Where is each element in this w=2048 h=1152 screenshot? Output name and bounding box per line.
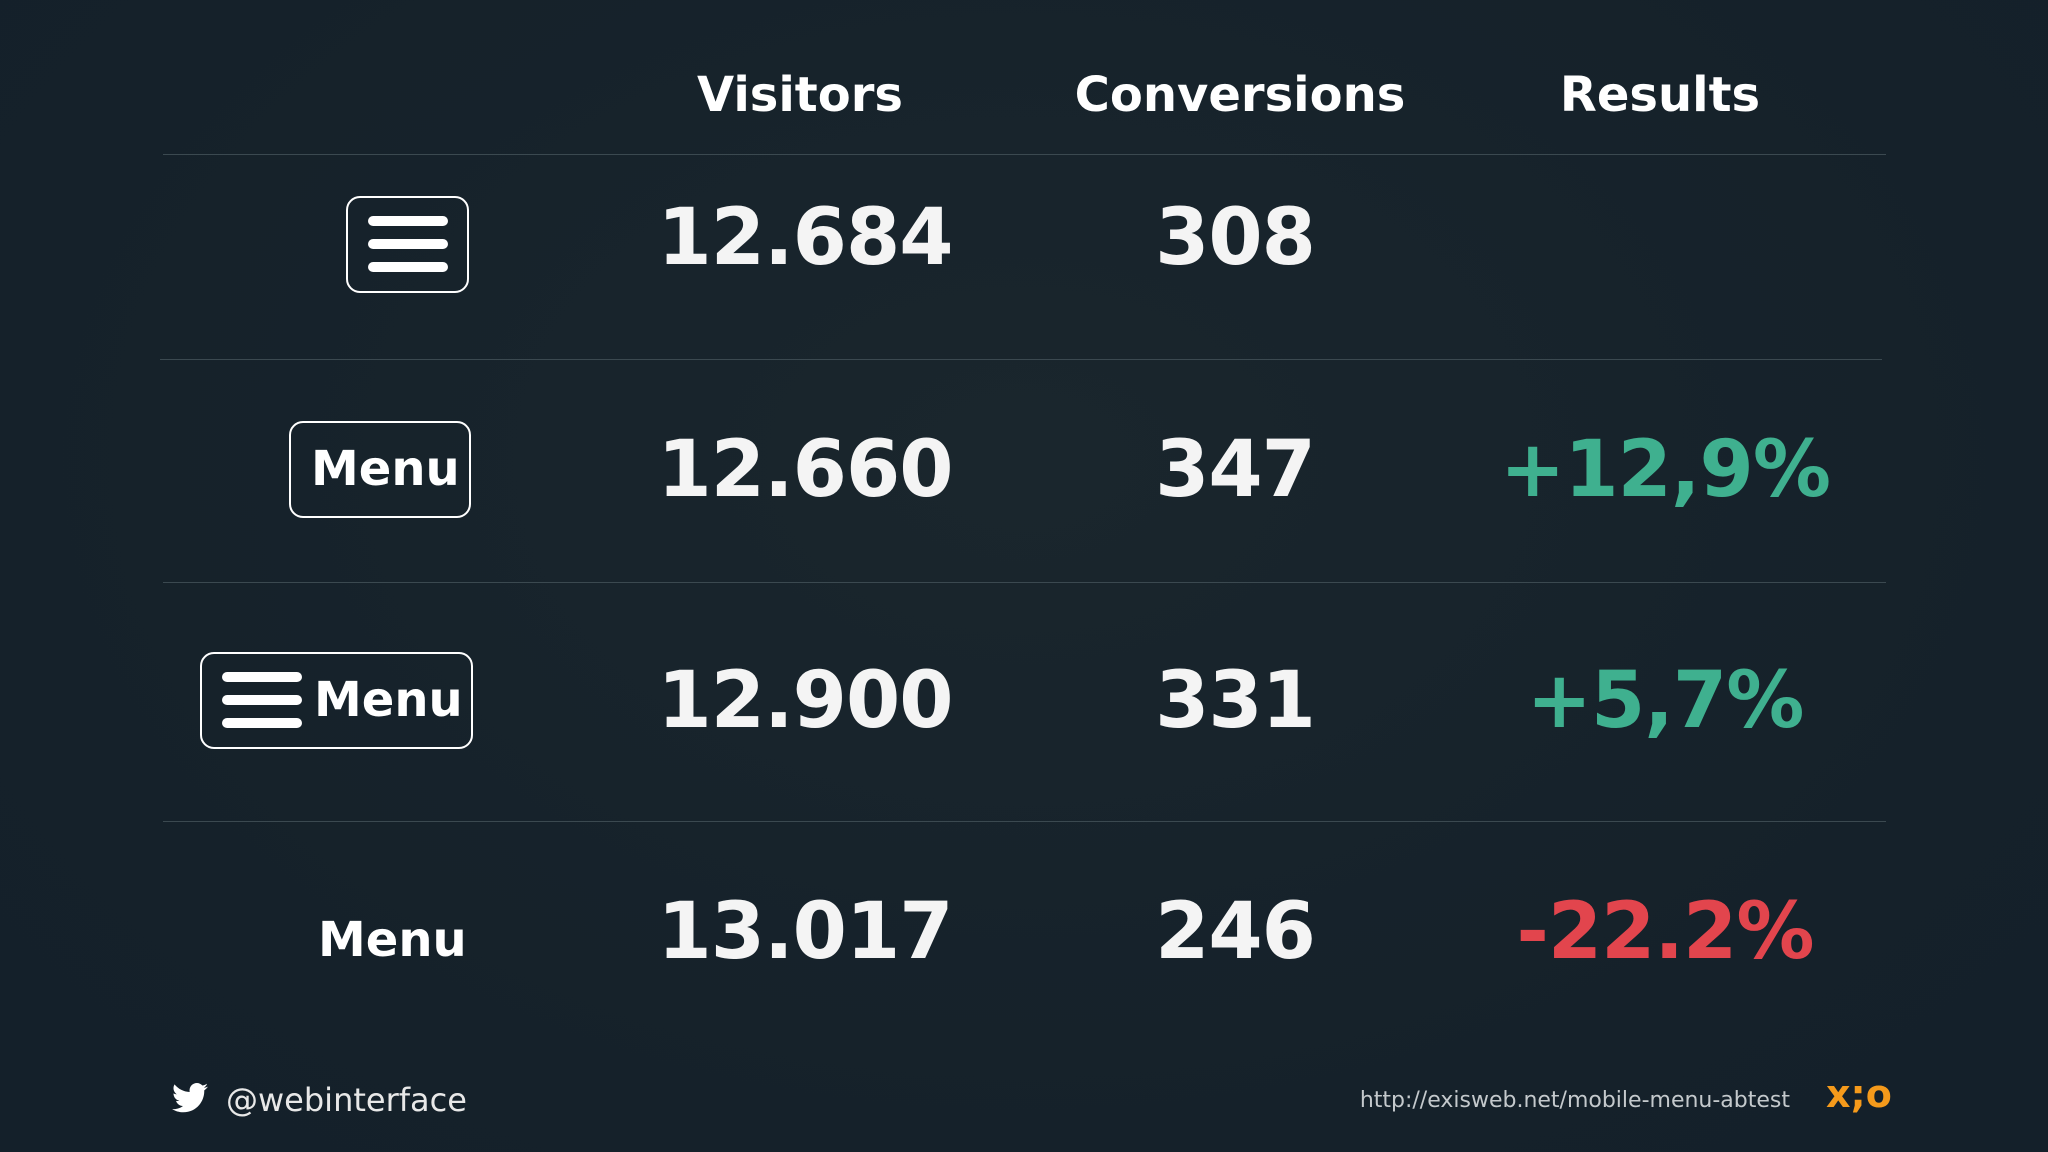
header-conversions: Conversions	[1074, 67, 1406, 123]
row-2-result: +12,9%	[1500, 425, 1831, 515]
row-4-visitors: 13.017	[657, 887, 954, 977]
header-results: Results	[1559, 67, 1761, 123]
twitter-handle: @webinterface	[226, 1081, 467, 1119]
menu-button-variant: Menu	[289, 421, 471, 518]
menu-text-variant: Menu	[318, 912, 467, 968]
twitter-icon	[172, 1083, 208, 1113]
divider	[160, 359, 1882, 360]
menu-label: Menu	[311, 441, 460, 497]
hamburger-menu-button-variant: Menu	[200, 652, 473, 749]
row-3-visitors: 12.900	[657, 656, 954, 746]
row-3-conversions: 331	[1155, 656, 1316, 746]
row-1-visitors: 12.684	[657, 193, 954, 283]
hamburger-button-variant	[346, 196, 469, 293]
header-visitors: Visitors	[697, 67, 903, 123]
divider	[163, 582, 1886, 583]
divider	[163, 154, 1886, 155]
hamburger-line	[368, 239, 448, 249]
source-url[interactable]: http://exisweb.net/mobile-menu-abtest	[1359, 1088, 1790, 1113]
menu-label: Menu	[314, 672, 463, 728]
hamburger-icon	[368, 216, 448, 226]
row-1-conversions: 308	[1155, 193, 1316, 283]
hamburger-icon	[222, 672, 302, 682]
row-4-result: -22.2%	[1516, 887, 1815, 977]
row-1-result	[1500, 188, 1830, 288]
hamburger-line	[368, 262, 448, 272]
hamburger-line	[222, 695, 302, 705]
row-2-conversions: 347	[1155, 425, 1316, 515]
hamburger-line	[222, 718, 302, 728]
row-3-result: +5,7%	[1526, 656, 1805, 746]
divider	[163, 821, 1886, 822]
row-4-conversions: 246	[1155, 887, 1316, 977]
row-2-visitors: 12.660	[657, 425, 954, 515]
brand-logo: x;o	[1826, 1072, 1892, 1116]
